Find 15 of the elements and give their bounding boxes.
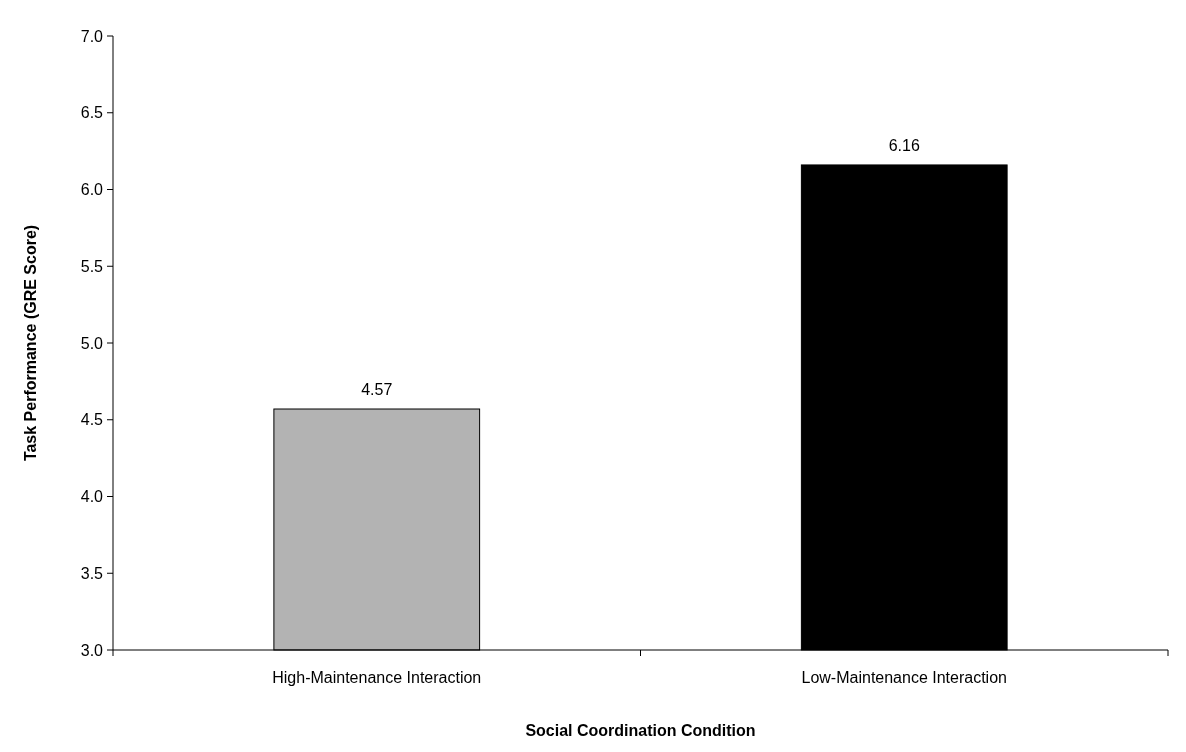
data-label: 6.16 xyxy=(888,136,920,154)
y-tick-label: 7.0 xyxy=(80,27,104,45)
x-axis-title: Social Coordination Condition xyxy=(525,722,756,739)
y-tick-label: 4.5 xyxy=(80,411,104,429)
y-tick-label: 5.5 xyxy=(80,257,104,275)
y-tick-label: 3.5 xyxy=(80,564,104,582)
y-tick-label: 6.5 xyxy=(80,104,104,122)
y-tick-label: 6.0 xyxy=(80,181,104,199)
y-tick-label: 4.0 xyxy=(80,488,104,506)
data-label: 4.57 xyxy=(361,381,393,399)
y-tick-label: 3.0 xyxy=(80,641,104,659)
x-tick-label: High-Maintenance Interaction xyxy=(272,669,482,686)
y-tick-label: 5.0 xyxy=(80,334,104,352)
x-tick-label: Low-Maintenance Interaction xyxy=(801,669,1007,686)
y-axis-title: Task Performance (GRE Score) xyxy=(22,224,39,462)
